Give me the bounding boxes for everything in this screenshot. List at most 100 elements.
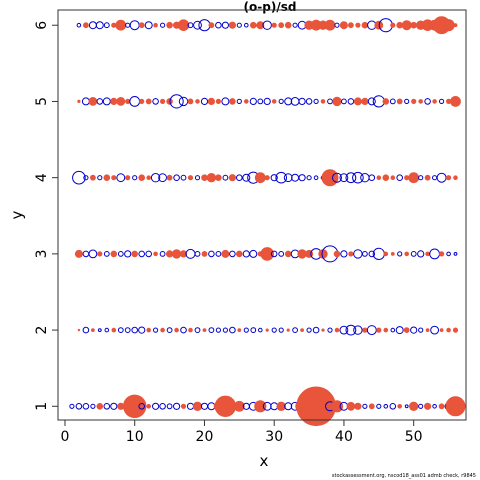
bubble-negative: [352, 171, 364, 184]
bubble-negative: [439, 98, 445, 105]
bubble-positive: [264, 175, 270, 181]
bubble-positive: [348, 22, 354, 29]
bubble-negative: [249, 97, 257, 106]
bubble-positive: [166, 21, 173, 29]
bubble-negative: [410, 326, 418, 334]
bubble-negative: [278, 98, 284, 105]
bubble-negative: [368, 174, 376, 181]
y-axis-title: y: [8, 210, 26, 219]
bubble-negative: [404, 98, 410, 105]
bubble-negative: [97, 328, 102, 333]
bubble-positive: [442, 19, 455, 32]
bubble-positive: [215, 98, 221, 105]
bubble-negative: [327, 98, 333, 105]
bubble-negative: [236, 22, 242, 28]
bubble-positive: [116, 97, 126, 106]
bubble-negative: [166, 403, 173, 410]
bubble-positive: [153, 22, 158, 28]
bubble-positive: [97, 251, 103, 257]
bubble-positive: [348, 251, 354, 257]
bubble-positive: [401, 20, 412, 31]
points-layer: [69, 16, 466, 427]
bubble-positive: [125, 175, 131, 181]
bubble-positive: [324, 19, 336, 31]
bubble-positive: [254, 172, 266, 184]
bubble-positive: [396, 98, 403, 105]
bubble-positive: [271, 99, 277, 104]
bubble-positive: [432, 99, 437, 104]
bubble-positive: [138, 22, 145, 29]
bubble-positive: [390, 22, 396, 28]
bubble-negative: [229, 250, 236, 258]
bubble-negative: [124, 250, 132, 258]
bubble-negative: [152, 98, 159, 105]
bubble-negative: [270, 174, 278, 182]
bubble-positive: [333, 250, 341, 258]
bubble-negative: [389, 98, 396, 105]
bubble-negative: [418, 327, 424, 333]
bubble-positive: [297, 249, 307, 259]
bubble-negative: [271, 327, 277, 333]
bubble-negative: [82, 250, 90, 258]
bubble-negative: [193, 20, 202, 30]
y-tick-label: 3: [34, 249, 50, 258]
bubble-negative: [278, 327, 284, 333]
bubble-negative: [194, 327, 201, 334]
bubble-positive: [321, 328, 325, 332]
bubble-positive: [146, 327, 151, 333]
bubble-negative: [410, 251, 417, 257]
bubble-negative: [116, 173, 126, 183]
bubble-negative: [291, 173, 300, 182]
bubble-positive: [177, 19, 190, 32]
y-axis: 1 2 3 4 5 6: [34, 21, 58, 411]
bubble-negative: [215, 251, 222, 257]
bubble-positive: [318, 401, 328, 411]
bubble-negative: [263, 97, 271, 106]
bubble-positive: [171, 249, 182, 259]
bubble-negative: [215, 327, 221, 333]
bubble-negative: [376, 403, 382, 409]
bubble-positive: [425, 251, 430, 257]
bubble-positive: [353, 97, 362, 106]
bubble-negative: [424, 98, 431, 105]
bubble-positive: [404, 251, 410, 257]
bubble-positive: [453, 175, 458, 180]
bubble-negative: [432, 404, 437, 409]
bubble-negative: [397, 251, 403, 257]
bubble-positive: [117, 402, 125, 410]
bubble-positive: [160, 327, 165, 333]
bubble-positive: [424, 402, 432, 410]
bubble-positive: [111, 175, 117, 181]
bubble-negative: [418, 175, 424, 181]
bubble-negative: [131, 326, 138, 334]
bubble-negative: [362, 403, 368, 409]
bubble-negative: [152, 402, 160, 410]
bubble-negative: [298, 174, 306, 182]
bubble-negative: [292, 22, 298, 28]
bubble-positive: [265, 328, 269, 332]
bubble-negative: [82, 403, 90, 410]
bubble-negative: [312, 326, 320, 334]
bubble-positive: [180, 403, 187, 409]
bubble-negative: [104, 327, 110, 333]
bubble-negative: [345, 324, 357, 336]
bubble-negative: [95, 21, 104, 30]
bubble-positive: [153, 251, 158, 257]
bubble-positive: [103, 174, 111, 181]
bubble-positive: [88, 97, 98, 106]
bubble-positive: [77, 328, 81, 332]
bubble-negative: [158, 173, 168, 183]
bubble-negative: [186, 402, 195, 410]
bubble-positive: [110, 250, 118, 258]
bubble-negative: [150, 173, 161, 183]
bubble-negative: [283, 173, 293, 183]
bubble-negative: [404, 404, 409, 409]
bubble-positive: [83, 22, 89, 29]
y-tick-label: 2: [34, 326, 50, 335]
bubble-positive: [410, 21, 418, 29]
bubble-negative: [313, 175, 319, 180]
bubble-positive: [376, 327, 382, 333]
bubble-positive: [260, 247, 275, 261]
bubble-positive: [145, 98, 152, 105]
bubble-negative: [72, 170, 86, 185]
